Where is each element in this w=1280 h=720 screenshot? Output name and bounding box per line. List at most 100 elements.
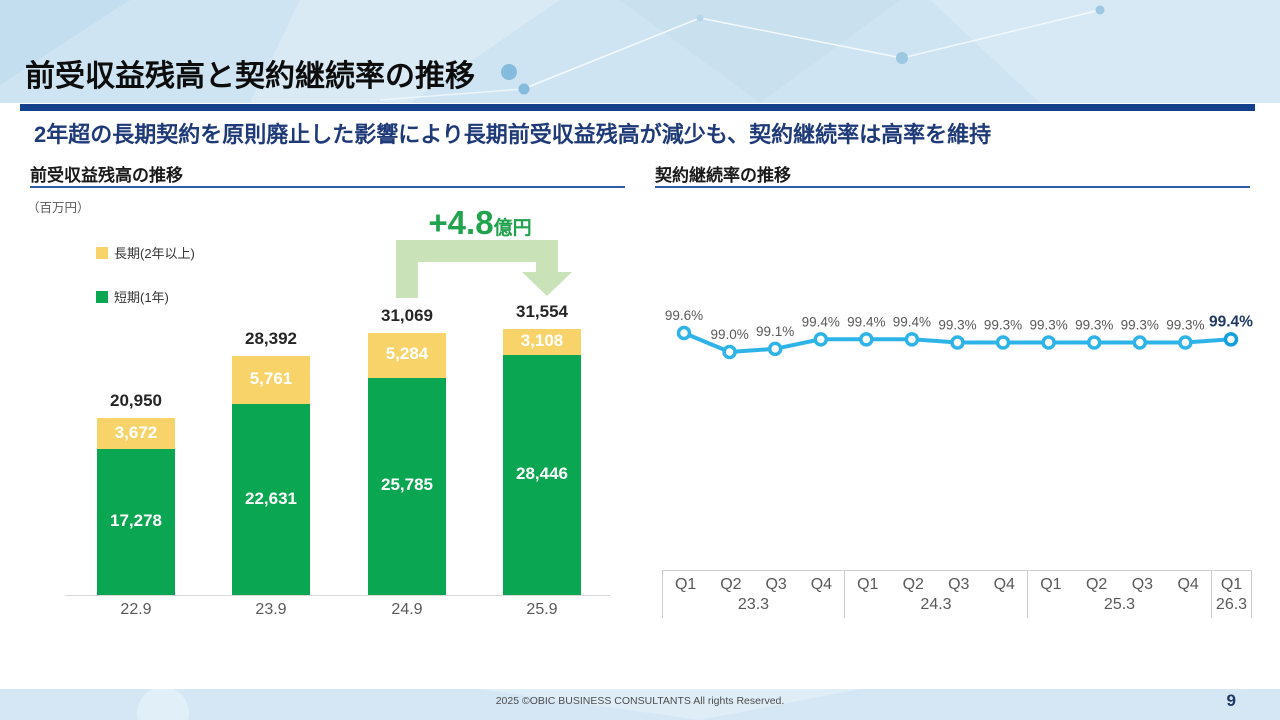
- axis-year-group: Q1 Q2 Q3 Q4 25.3: [1027, 571, 1211, 618]
- increase-value: +4.8: [428, 204, 494, 241]
- key-message: 2年超の長期契約を原則廃止した影響により長期前受収益残高が減少も、契約継続率は高…: [34, 122, 992, 147]
- point-value-label: 99.3%: [984, 317, 1022, 332]
- point-value-label: 99.6%: [665, 308, 703, 323]
- quarter-label: Q2: [902, 576, 924, 593]
- long-term-value-label: 5,284: [385, 344, 429, 364]
- quarter-label: Q4: [993, 576, 1015, 593]
- legend-item-short-term: 短期(1年): [96, 287, 195, 306]
- legend-label-short-term: 短期(1年): [114, 290, 169, 305]
- bar-chart-title-rule: [30, 186, 625, 188]
- page-title: 前受収益残高と契約継続率の推移: [25, 60, 475, 93]
- point-value-label: 99.1%: [756, 324, 794, 339]
- footer-decoration: [137, 687, 860, 720]
- fiscal-year-label: 25.3: [1103, 596, 1136, 613]
- point-value-label: 99.3%: [1029, 317, 1067, 332]
- top-banner: [0, 0, 1280, 103]
- bar-chart-title: 前受収益残高の推移: [30, 166, 183, 185]
- bar-total-label: 28,392: [245, 328, 297, 348]
- copyright-text: 2025 ©OBIC BUSINESS CONSULTANTS All righ…: [495, 695, 785, 707]
- point-value-label: 99.4%: [802, 314, 840, 329]
- fiscal-year-label: 24.3: [920, 596, 952, 613]
- data-point-marker: [950, 335, 965, 350]
- point-value-label: 99.3%: [938, 317, 976, 332]
- point-value-label: 99.3%: [1121, 317, 1159, 332]
- banner-network-decoration: [0, 0, 1280, 103]
- legend-item-long-term: 長期(2年以上): [96, 243, 195, 262]
- bar-category-label: 23.9: [255, 601, 287, 618]
- point-value-label: 99.4%: [893, 314, 931, 329]
- fiscal-year-label: 26.3: [1215, 596, 1248, 613]
- point-value-label: 99.3%: [1166, 317, 1204, 332]
- bar-segment-long-term: [232, 355, 310, 405]
- point-value-label: 99.4%: [1209, 313, 1253, 330]
- data-point-marker: [1041, 335, 1056, 350]
- footer-band: [0, 687, 1280, 720]
- line-chart-title: 契約継続率の推移: [655, 166, 791, 185]
- data-point-marker: [859, 332, 874, 347]
- title-underline-bar: [20, 104, 1255, 111]
- quarter-label: Q1: [1040, 576, 1062, 593]
- quarter-label: Q1: [1220, 576, 1243, 593]
- long-term-value-label: 3,672: [114, 422, 158, 442]
- increase-arrow-icon: [396, 240, 572, 298]
- axis-year-group: Q1 Q2 Q3 Q4 23.3: [663, 571, 844, 618]
- line-chart-title-rule: [655, 186, 1250, 188]
- long-term-value-label: 3,108: [520, 331, 564, 351]
- fiscal-year-label: 23.3: [737, 596, 770, 613]
- increase-annotation: +4.8億円: [380, 204, 580, 242]
- axis-year-group: Q1 26.3: [1211, 571, 1251, 618]
- bar-category-label: 24.9: [391, 601, 423, 618]
- point-value-label: 99.4%: [847, 314, 885, 329]
- increase-unit: 億円: [493, 218, 532, 239]
- data-point-marker: [813, 332, 828, 347]
- short-term-value-label: 25,785: [381, 475, 433, 495]
- data-point-marker: [1132, 335, 1148, 350]
- data-point-marker: [1086, 335, 1102, 350]
- bar-total-label: 20,950: [110, 391, 162, 411]
- legend-label-long-term: 長期(2年以上): [114, 246, 195, 261]
- bar-category-label: 25.9: [526, 601, 558, 618]
- short-term-swatch-icon: [96, 290, 108, 303]
- long-term-swatch-icon: [96, 246, 108, 259]
- line-chart-plot: 99.6% 99.0% 99.1% 99.4% 99.4% 99.4% 99.3% 99.3%…: [665, 308, 1253, 360]
- quarter-label: Q1: [674, 576, 697, 593]
- bar-segment-short-term: [97, 449, 175, 595]
- quarter-label: Q1: [857, 576, 879, 593]
- bar-chart-unit-label: （百万円）: [27, 201, 90, 215]
- data-point-marker: [676, 325, 692, 341]
- data-point-marker: [904, 332, 920, 347]
- page-number: 9: [1226, 691, 1236, 710]
- bar-segment-short-term: [503, 355, 581, 595]
- quarter-label: Q3: [948, 576, 970, 593]
- bar-total-label: 31,069: [381, 306, 433, 326]
- data-point-marker: [995, 335, 1011, 350]
- data-point-marker: [722, 344, 737, 360]
- bar-chart-baseline: [65, 595, 610, 596]
- bar-segment-long-term: [368, 333, 446, 378]
- bar-segment-short-term: [232, 404, 310, 595]
- quarter-label: Q3: [1131, 576, 1154, 593]
- quarter-label: Q4: [810, 576, 833, 593]
- data-point-marker: [1178, 335, 1193, 350]
- quarter-label: Q2: [720, 576, 742, 593]
- bar-chart-legend: 長期(2年以上) 短期(1年): [96, 243, 195, 331]
- long-term-value-label: 5,761: [249, 368, 293, 388]
- short-term-value-label: 17,278: [110, 511, 162, 531]
- quarter-label: Q3: [765, 576, 787, 593]
- bar-total-label: 31,554: [516, 302, 568, 321]
- point-value-label: 99.0%: [710, 327, 748, 342]
- point-value-label: 99.3%: [1075, 317, 1113, 332]
- bar-segment-long-term: [503, 329, 581, 356]
- quarter-label: Q2: [1085, 576, 1108, 593]
- short-term-value-label: 22,631: [245, 488, 297, 508]
- data-point-marker: [767, 341, 783, 357]
- bar-segment-long-term: [97, 418, 175, 450]
- axis-year-group: Q1 Q2 Q3 Q4 24.3: [844, 571, 1027, 618]
- line-chart-x-axis: Q1 Q2 Q3 Q4 23.3 Q1 Q2 Q3 Q4 24.3 Q1 Q2 Q3 Q4 25.3 Q1 26…: [662, 570, 1252, 618]
- quarter-label: Q4: [1177, 576, 1199, 593]
- bar-segment-short-term: [368, 377, 446, 595]
- data-point-marker: [1223, 332, 1239, 347]
- short-term-value-label: 28,446: [516, 464, 568, 484]
- bar-category-label: 22.9: [120, 601, 152, 618]
